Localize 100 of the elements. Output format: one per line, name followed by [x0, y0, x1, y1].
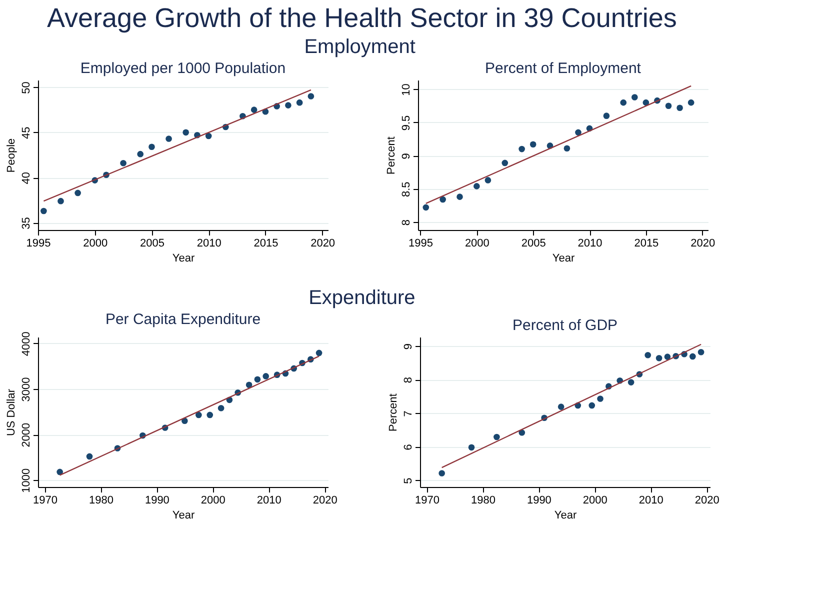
y-axis-title: Percent: [386, 136, 398, 174]
point: [530, 141, 536, 148]
chart-title: Employed per 1000 Population: [80, 60, 286, 77]
point: [665, 102, 672, 110]
point: [206, 412, 214, 418]
point: [205, 132, 212, 140]
y-tick-label: 40: [20, 172, 32, 184]
point: [148, 144, 155, 150]
x-axis-title: Year: [552, 252, 575, 264]
point: [575, 129, 582, 136]
chart-title: Per Capita Expenditure: [105, 311, 261, 328]
x-tick-label: 1990: [144, 494, 170, 506]
x-tick-label: 2010: [638, 494, 664, 506]
point: [456, 194, 463, 200]
point: [166, 136, 172, 142]
x-tick-label: 2020: [694, 494, 720, 506]
x-axis-title: Year: [172, 510, 195, 522]
y-tick-label: 35: [20, 217, 32, 230]
point: [438, 470, 445, 476]
point: [688, 99, 694, 106]
point: [468, 444, 475, 451]
x-tick-label: 2005: [140, 238, 164, 250]
x-tick-label: 1970: [414, 494, 440, 506]
point: [494, 434, 500, 440]
point: [558, 404, 564, 410]
text: Expenditure: [308, 287, 416, 310]
chart-title: Percent of Employment: [485, 60, 642, 77]
x-tick-label: 2015: [634, 238, 659, 250]
x-tick-label: 2000: [83, 238, 108, 250]
point: [308, 93, 314, 100]
text: Employment: [304, 36, 416, 58]
point: [644, 352, 652, 358]
point: [58, 198, 64, 204]
point: [74, 190, 81, 196]
y-tick-label: 50: [20, 82, 32, 94]
point: [56, 468, 63, 476]
point: [40, 208, 47, 214]
x-tick-label: 2000: [464, 238, 490, 250]
point: [254, 376, 261, 383]
y-tick-label: 6: [402, 444, 414, 450]
y-tick-label: 5: [402, 478, 414, 484]
y-tick-label: 9: [400, 153, 412, 160]
point: [484, 177, 492, 184]
y-axis-title: US Dollar: [6, 388, 18, 436]
x-tick-label: 2005: [521, 238, 546, 250]
y-tick-label: 7: [402, 410, 414, 417]
y-tick-label: 10: [400, 84, 412, 96]
y-tick-label: 8: [402, 377, 414, 384]
x-tick-label: 2000: [200, 494, 226, 506]
point: [564, 145, 570, 152]
point: [86, 453, 93, 460]
y-tick-label: 3000: [20, 377, 32, 402]
y-tick-label: 9: [402, 344, 414, 350]
x-tick-label: 2000: [582, 494, 608, 506]
x-tick-label: 1980: [470, 494, 496, 506]
text: Average Growth of the Health Sector in 39 Countries: [47, 3, 677, 33]
point: [518, 146, 525, 152]
y-tick-label: 4000: [20, 332, 32, 356]
y-tick-label: 9.5: [400, 115, 412, 131]
point: [518, 429, 526, 436]
x-tick-label: 2010: [256, 494, 282, 506]
point: [689, 353, 696, 360]
point: [676, 104, 683, 112]
x-tick-label: 1995: [408, 238, 433, 250]
chart-title: Percent of GDP: [512, 317, 618, 334]
x-axis-title: Year: [172, 252, 195, 264]
point: [628, 379, 634, 386]
point: [597, 396, 604, 402]
point: [664, 354, 671, 360]
point: [316, 350, 322, 356]
point: [137, 150, 144, 158]
y-tick-label: 8.5: [400, 182, 412, 197]
x-axis-title: Year: [554, 510, 577, 522]
point: [262, 373, 270, 380]
y-tick-label: 1000: [20, 468, 32, 493]
x-tick-label: 2020: [312, 494, 338, 506]
x-tick-label: 1970: [32, 494, 58, 506]
y-tick-label: 8: [400, 219, 412, 226]
y-tick-label: 2000: [20, 422, 32, 448]
point: [182, 129, 190, 136]
point: [642, 99, 650, 106]
point: [250, 106, 258, 113]
y-axis-title: People: [6, 138, 18, 173]
y-axis-title: Percent: [388, 394, 400, 432]
point: [656, 354, 662, 362]
point: [603, 112, 610, 119]
x-tick-label: 2020: [690, 238, 716, 250]
point: [218, 404, 224, 412]
point: [620, 99, 627, 106]
point: [246, 382, 252, 388]
x-tick-label: 1980: [88, 494, 114, 506]
x-tick-label: 2010: [578, 238, 602, 250]
x-tick-label: 1990: [526, 494, 552, 506]
x-tick-label: 2020: [310, 238, 336, 250]
point: [196, 412, 202, 418]
x-tick-label: 2015: [254, 238, 278, 250]
point: [422, 204, 430, 211]
point: [440, 196, 446, 203]
y-tick-label: 45: [20, 126, 32, 140]
point: [502, 160, 508, 166]
